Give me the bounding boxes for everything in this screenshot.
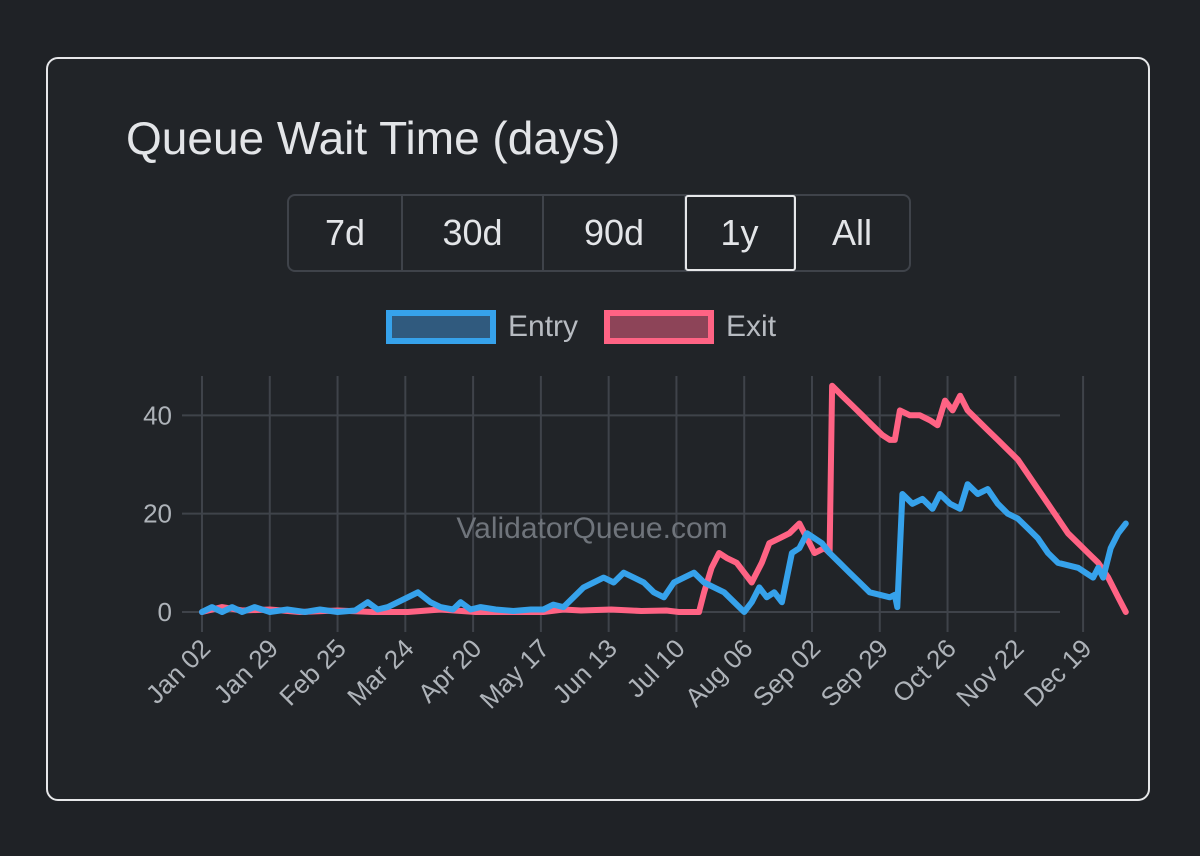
x-tick-label: Jun 13	[546, 633, 622, 709]
y-tick-label: 0	[158, 597, 172, 627]
legend-swatch-exit	[604, 310, 715, 344]
x-tick-label: Dec 19	[1018, 633, 1097, 712]
series-layer	[199, 382, 1129, 615]
y-tick-label: 20	[143, 499, 172, 529]
range-button-7d[interactable]: 7d	[289, 196, 403, 270]
legend-item-exit[interactable]: Exit	[604, 310, 776, 344]
series-line-exit	[199, 382, 1129, 615]
chart-title: Queue Wait Time (days)	[126, 112, 621, 164]
range-button-90d[interactable]: 90d	[544, 196, 686, 270]
range-button-1y[interactable]: 1y	[685, 195, 796, 271]
x-tick-label: Jan 29	[208, 633, 284, 709]
x-tick-label: May 17	[474, 633, 556, 715]
chart-card	[46, 57, 1150, 801]
legend-label-entry: Entry	[508, 310, 579, 343]
x-tick-label: Aug 06	[679, 633, 758, 712]
x-tick-label: Mar 24	[341, 633, 419, 711]
x-tick-label: Nov 22	[950, 633, 1029, 712]
legend-swatch-entry	[386, 310, 496, 344]
x-tick-label: Feb 25	[273, 633, 351, 711]
range-button-all[interactable]: All	[831, 212, 872, 253]
range-button-30d[interactable]: 30d	[403, 196, 544, 270]
x-tick-label: Sep 29	[815, 633, 894, 712]
time-range-selector: 7d 30d 90d 1y All	[287, 194, 911, 272]
series-line-entry	[199, 481, 1129, 615]
x-tick-label: Jan 02	[140, 633, 216, 709]
legend-label-exit: Exit	[726, 310, 777, 343]
chart-legend: Entry Exit	[386, 310, 802, 344]
x-tick-label: Oct 26	[886, 633, 961, 708]
x-tick-label: Sep 02	[747, 633, 826, 712]
y-tick-label: 40	[143, 400, 172, 430]
legend-item-entry[interactable]: Entry	[386, 310, 578, 344]
watermark: ValidatorQueue.com	[456, 512, 727, 545]
